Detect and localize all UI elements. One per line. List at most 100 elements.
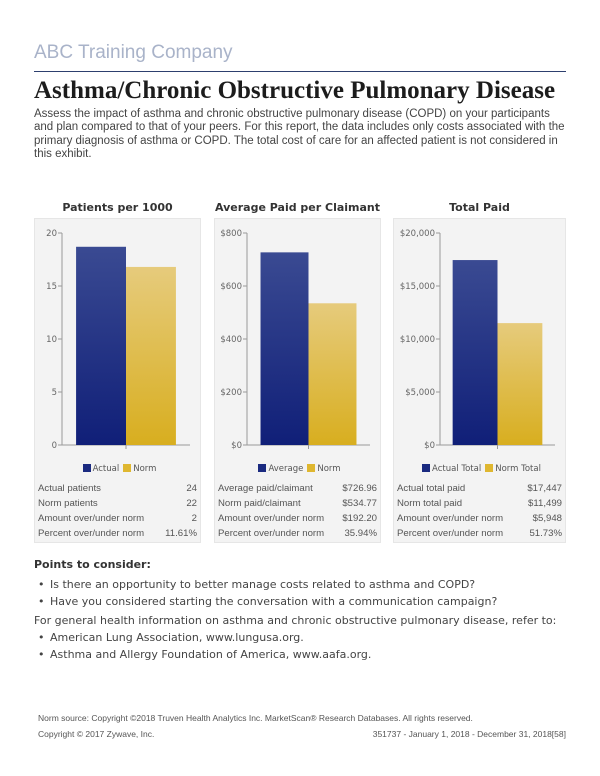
header-divider: [34, 71, 566, 72]
stats-table: Average paid/claimant $726.96 Norm paid/cl…: [218, 481, 377, 541]
row-value: $534.77: [342, 498, 377, 509]
table-row: Percent over/under norm 11.61%: [38, 526, 197, 541]
table-row: Norm total paid $11,499: [397, 496, 562, 511]
legend-swatch: [258, 464, 267, 472]
legend-label: Norm Total: [495, 464, 541, 474]
stats-table: Actual total paid $17,447 Norm total paid $…: [397, 481, 562, 541]
point-item: • Is there an opportunity to better manag…: [38, 578, 476, 591]
bar-chart: $0 $5,000 $10,000 $15,000 $20,000: [400, 229, 555, 451]
chart-title: Average Paid per Claimant: [214, 201, 381, 214]
chart-title: Patients per 1000: [62, 201, 173, 214]
legend-swatch: [82, 464, 91, 472]
y-tick-label: 0: [52, 441, 57, 451]
chart-legend: Actual Norm: [35, 464, 200, 474]
row-value: 2: [191, 513, 197, 524]
general-info-text: For general health information on asthma…: [34, 614, 557, 627]
table-row: Percent over/under norm 51.73%: [397, 526, 562, 541]
row-value: $11,499: [528, 498, 562, 509]
bar-norm: [308, 303, 357, 445]
y-tick-label: $600: [220, 282, 242, 292]
table-row: Norm patients 22: [38, 496, 197, 511]
bar-chart: $0 $200 $400 $600 $800: [220, 229, 370, 451]
y-tick-label: $800: [220, 229, 242, 239]
reference-text: Asthma and Allergy Foundation of America…: [50, 648, 372, 661]
y-tick-label: $0: [231, 441, 242, 451]
bar-actual: [76, 246, 126, 445]
legend-swatch: [485, 464, 494, 472]
chart-panel: 0 5 10 15 20 Actual Norm Actual patients 24 Norm …: [34, 218, 201, 543]
point-item: • Have you considered starting the conver…: [38, 595, 498, 608]
chart-panel: $0 $5,000 $10,000 $15,000 $20,000 Actual Tota…: [393, 218, 566, 543]
y-tick-label: 10: [46, 335, 57, 345]
y-tick-label: $5,000: [405, 388, 435, 398]
table-row: Percent over/under norm 35.94%: [218, 526, 377, 541]
bar-actual: [452, 260, 498, 445]
row-value: 11.61%: [165, 528, 197, 539]
legend-label: Norm: [133, 464, 157, 474]
y-tick-label: $15,000: [400, 282, 435, 292]
copyright: Copyright © 2017 Zywave, Inc.: [38, 729, 155, 739]
legend-swatch: [422, 464, 431, 472]
row-label: Norm total paid: [397, 498, 463, 509]
row-label: Percent over/under norm: [218, 528, 325, 539]
legend-label: Actual: [92, 464, 120, 474]
bar-actual: [260, 252, 309, 445]
table-row: Norm paid/claimant $534.77: [218, 496, 377, 511]
row-label: Amount over/under norm: [397, 513, 504, 524]
y-tick-label: 5: [52, 388, 57, 398]
chart-legend: Actual Total Norm Total: [394, 464, 565, 474]
chart-legend: Average Norm: [215, 464, 380, 474]
row-value: 35.94%: [344, 528, 377, 539]
bar-norm: [497, 323, 543, 445]
row-label: Percent over/under norm: [38, 528, 145, 539]
row-value: $5,948: [532, 513, 562, 524]
row-label: Actual total paid: [397, 483, 466, 494]
row-label: Percent over/under norm: [397, 528, 504, 539]
report-id: 351737 - January 1, 2018 - December 31, …: [372, 729, 566, 739]
stats-table: Actual patients 24 Norm patients 22 Amount o…: [38, 481, 197, 541]
row-label: Amount over/under norm: [218, 513, 325, 524]
legend-swatch: [123, 464, 132, 472]
legend-label: Norm: [317, 464, 341, 474]
chart-panel: $0 $200 $400 $600 $800 Average Norm Average pai…: [214, 218, 381, 543]
row-label: Average paid/claimant: [218, 483, 313, 494]
table-row: Average paid/claimant $726.96: [218, 481, 377, 496]
row-label: Norm paid/claimant: [218, 498, 301, 509]
y-tick-label: 15: [46, 282, 57, 292]
reference-item: • American Lung Association, www.lungusa.…: [38, 631, 304, 644]
row-value: $192.20: [342, 513, 377, 524]
y-tick-label: $10,000: [400, 335, 435, 345]
table-row: Amount over/under norm $5,948: [397, 511, 562, 526]
row-value: 51.73%: [529, 528, 562, 539]
table-row: Amount over/under norm 2: [38, 511, 197, 526]
bar-norm: [126, 266, 176, 445]
y-tick-label: $200: [220, 388, 242, 398]
row-value: $726.96: [342, 483, 377, 494]
point-text: Have you considered starting the convers…: [50, 595, 498, 608]
y-tick-label: $0: [424, 441, 435, 451]
norm-source: Norm source: Copyright ©2018 Truven Heal…: [38, 713, 473, 723]
intro-text: Assess the impact of asthma and chronic …: [34, 108, 565, 161]
row-value: 22: [186, 498, 197, 509]
row-value: 24: [186, 483, 197, 494]
page-title: Asthma/Chronic Obstructive Pulmonary Dis…: [34, 77, 556, 104]
points-heading: Points to consider:: [34, 558, 151, 571]
reference-text: American Lung Association, www.lungusa.o…: [50, 631, 304, 644]
row-label: Actual patients: [38, 483, 101, 494]
y-tick-label: $400: [220, 335, 242, 345]
y-tick-label: 20: [46, 229, 57, 239]
point-text: Is there an opportunity to better manage…: [50, 578, 476, 591]
table-row: Actual patients 24: [38, 481, 197, 496]
bar-chart: 0 5 10 15 20: [46, 229, 190, 451]
legend-label: Actual Total: [432, 464, 482, 474]
y-tick-label: $20,000: [400, 229, 435, 239]
row-label: Norm patients: [38, 498, 98, 509]
row-value: $17,447: [527, 483, 562, 494]
chart-title: Total Paid: [449, 201, 510, 214]
legend-swatch: [307, 464, 316, 472]
legend-label: Average: [268, 464, 304, 474]
header-block: Asthma/Chronic Obstructive Pulmonary Dis…: [34, 78, 566, 162]
table-row: Actual total paid $17,447: [397, 481, 562, 496]
table-row: Amount over/under norm $192.20: [218, 511, 377, 526]
